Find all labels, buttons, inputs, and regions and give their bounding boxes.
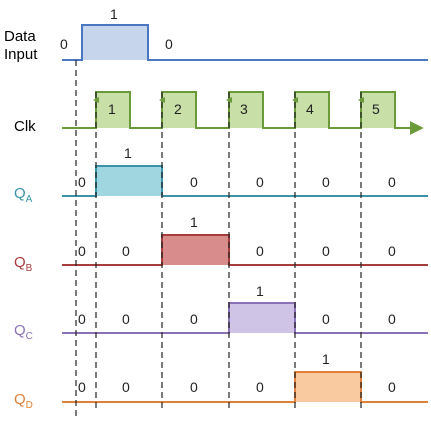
data-value-0: 0 bbox=[60, 36, 68, 52]
qd-value-2: 0 bbox=[190, 379, 198, 395]
timing-guide-lines bbox=[75, 60, 362, 420]
qd-value-0: 0 bbox=[78, 379, 86, 395]
data-input-waveform bbox=[62, 24, 428, 61]
clk-label: Clk bbox=[14, 118, 36, 135]
clock-pulse-1: 1 bbox=[108, 101, 116, 117]
qa-value-4: 0 bbox=[322, 174, 330, 190]
qc-value-5: 0 bbox=[388, 311, 396, 327]
qc-value-4: 0 bbox=[322, 311, 330, 327]
data-input-high-fill bbox=[82, 25, 148, 60]
qa-value-1: 1 bbox=[124, 145, 132, 161]
qd-value-3: 0 bbox=[256, 379, 264, 395]
qd-value-1: 0 bbox=[122, 379, 130, 395]
qb-value-5: 0 bbox=[388, 243, 396, 259]
qb-value-3: 0 bbox=[256, 243, 264, 259]
qb-high-fill bbox=[162, 235, 229, 265]
data-value-1: 1 bbox=[110, 6, 118, 22]
qc-label: QC bbox=[14, 322, 33, 342]
clock-waveform bbox=[62, 91, 424, 135]
qc-high-fill bbox=[229, 303, 295, 333]
qd-waveform bbox=[62, 371, 428, 403]
qb-waveform bbox=[62, 234, 428, 266]
qd-value-4: 1 bbox=[322, 351, 330, 367]
data-value-2: 0 bbox=[165, 36, 173, 52]
qa-value-3: 0 bbox=[256, 174, 264, 190]
qd-label: QD bbox=[14, 391, 33, 411]
data-input-label-line1: Data bbox=[4, 28, 36, 45]
qa-high-fill bbox=[96, 166, 162, 196]
qa-value-2: 0 bbox=[190, 174, 198, 190]
qd-high-fill bbox=[295, 372, 361, 402]
qb-label: QB bbox=[14, 254, 33, 274]
qa-value-5: 0 bbox=[388, 174, 396, 190]
clock-pulse-fills bbox=[96, 92, 395, 128]
qb-value-4: 0 bbox=[322, 243, 330, 259]
data-input-label-line2: Input bbox=[4, 46, 38, 63]
qb-value-2: 1 bbox=[190, 214, 198, 230]
qc-waveform bbox=[62, 302, 428, 334]
clock-pulse-3: 3 bbox=[240, 101, 248, 117]
qa-label: QA bbox=[14, 185, 33, 205]
qc-value-0: 0 bbox=[78, 311, 86, 327]
qb-value-0: 0 bbox=[78, 243, 86, 259]
clock-pulse-5: 5 bbox=[372, 101, 380, 117]
clock-pulse-2: 2 bbox=[174, 101, 182, 117]
qd-value-5: 0 bbox=[388, 379, 396, 395]
qa-waveform bbox=[62, 165, 428, 197]
qc-value-2: 0 bbox=[190, 311, 198, 327]
qa-value-0: 0 bbox=[78, 174, 86, 190]
qc-value-3: 1 bbox=[256, 283, 264, 299]
clock-pulse-4: 4 bbox=[306, 101, 314, 117]
qb-value-1: 0 bbox=[122, 243, 130, 259]
qc-value-1: 0 bbox=[122, 311, 130, 327]
